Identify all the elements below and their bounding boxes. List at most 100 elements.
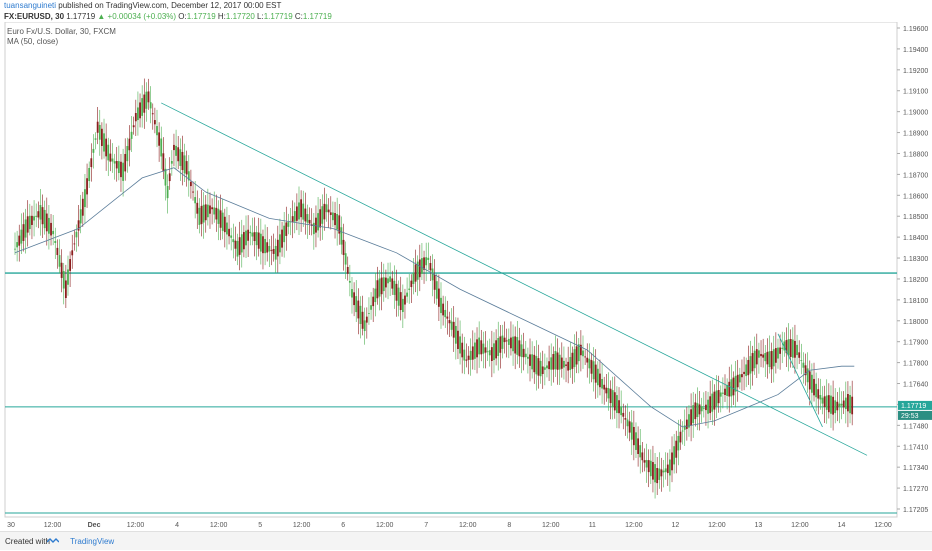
close-value: 1.17719 — [302, 12, 332, 21]
candle-body — [69, 259, 72, 271]
candle-body — [632, 426, 635, 446]
candle-body — [609, 388, 612, 404]
candle-body — [770, 351, 773, 370]
candle-body — [62, 271, 65, 289]
candle-body — [317, 213, 319, 231]
candle-body — [418, 259, 421, 278]
candle-body — [537, 358, 540, 376]
candle-body — [741, 374, 743, 378]
candle-body — [58, 255, 61, 267]
candle-body — [139, 102, 141, 119]
candle-body — [446, 316, 449, 319]
candle-body — [526, 356, 529, 359]
y-tick-label: 1.17800 — [903, 361, 928, 368]
candle-body — [522, 348, 525, 358]
candle-body — [556, 352, 559, 370]
candle-body — [264, 238, 266, 254]
candle-body — [717, 390, 720, 404]
candle-body — [512, 336, 514, 352]
candle-body — [450, 321, 453, 330]
candle-body — [143, 94, 146, 113]
candle-body — [768, 351, 771, 368]
candle-body — [781, 347, 784, 349]
high-label: H: — [217, 12, 226, 21]
candle-body — [715, 390, 718, 407]
candle-body — [215, 207, 218, 220]
candle-body — [45, 213, 48, 232]
candle-body — [745, 364, 748, 377]
candle-body — [753, 350, 756, 369]
x-tick-label: 7 — [424, 522, 428, 529]
candle-body — [588, 358, 591, 369]
candle-body — [666, 464, 669, 474]
y-tick-label: 1.18800 — [903, 151, 928, 158]
candle-body — [145, 91, 148, 109]
candle-body — [507, 338, 510, 345]
candle-body — [134, 113, 137, 122]
candle-body — [376, 280, 379, 299]
author-link[interactable]: tuansanguineti — [4, 1, 57, 10]
candle-body — [796, 344, 798, 356]
candle-body — [166, 185, 169, 199]
candle-body — [499, 336, 502, 353]
candle-body — [158, 132, 161, 146]
y-tick-label: 1.19400 — [903, 47, 928, 54]
price-chart[interactable]: 1.19600 1.19400 1.19200 1.19100 1.19000 1.189… — [0, 21, 932, 531]
candle-body — [90, 158, 93, 168]
candle-body — [749, 356, 752, 374]
candle-body — [179, 149, 182, 166]
y-tick-label: 1.17270 — [903, 486, 928, 493]
x-tick-label: 12:00 — [708, 522, 726, 529]
candle-body — [374, 288, 377, 303]
candle-body — [54, 241, 57, 244]
candle-body — [391, 278, 394, 289]
candle-body — [380, 277, 383, 295]
candle-body — [285, 222, 288, 236]
candle-body — [43, 209, 46, 229]
candle-body — [98, 124, 101, 140]
candle-body — [630, 422, 633, 440]
candle-body — [211, 207, 214, 210]
x-tick-label: 12:00 — [44, 522, 62, 529]
candle-body — [192, 191, 194, 193]
candle-body — [702, 407, 705, 409]
candle-body — [539, 360, 542, 377]
candle-body — [213, 207, 216, 215]
candle-body — [128, 138, 131, 151]
candle-body — [342, 239, 345, 255]
candle-body — [408, 288, 411, 290]
candle-body — [64, 280, 67, 299]
candle-body — [652, 462, 654, 480]
candle-body — [535, 356, 538, 375]
candle-body — [22, 224, 25, 241]
candle-body — [198, 207, 201, 225]
candle-body — [202, 204, 205, 223]
candle-body — [137, 107, 139, 121]
candle-body — [743, 371, 745, 375]
candle-body — [427, 257, 430, 260]
candle-body — [368, 313, 370, 314]
change-value: ▲ +0.00034 (+0.03%) — [97, 12, 177, 21]
candle-body — [329, 212, 332, 215]
candle-body — [196, 202, 199, 214]
candle-body — [206, 204, 209, 218]
candle-body — [416, 261, 419, 280]
candle-body — [567, 361, 570, 371]
chart-area[interactable]: 1.19600 1.19400 1.19200 1.19100 1.19000 1.189… — [0, 21, 932, 531]
candle-body — [147, 91, 150, 103]
x-tick-label: 4 — [175, 522, 179, 529]
candle-body — [423, 257, 425, 270]
candle-body — [429, 263, 432, 271]
x-tick-label: 5 — [258, 522, 262, 529]
candle-body — [276, 239, 279, 257]
candle-body — [217, 208, 220, 224]
countdown-label: 29:53 — [901, 413, 919, 420]
tradingview-link[interactable]: TradingView — [70, 537, 115, 546]
candle-body — [20, 229, 23, 244]
candle-body — [323, 203, 326, 220]
candle-body — [312, 222, 315, 235]
candle-body — [700, 406, 703, 412]
candle-body — [480, 340, 483, 355]
candle-body — [378, 278, 381, 297]
candle-body — [592, 361, 595, 380]
